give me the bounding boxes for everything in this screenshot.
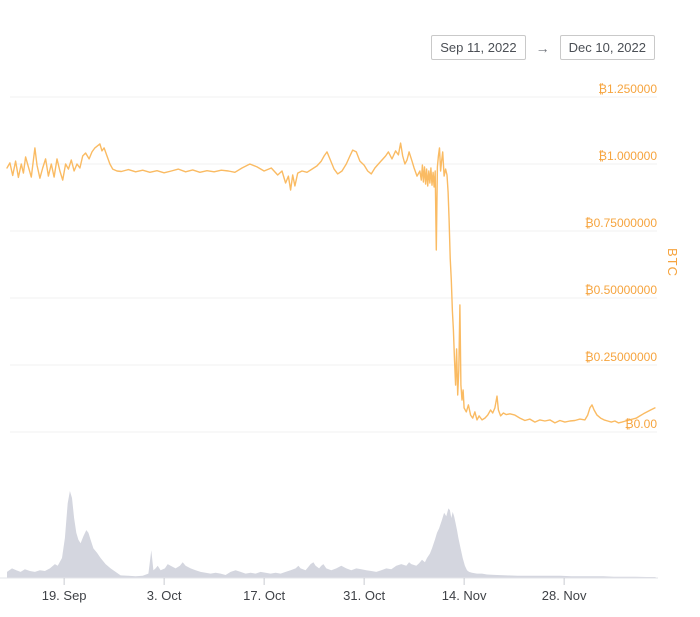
y-axis-tick-label: ₿0.25000000 — [584, 350, 657, 364]
end-date-input[interactable]: Dec 10, 2022 — [559, 35, 655, 60]
arrow-right-icon: → — [535, 39, 550, 56]
gridlines — [10, 96, 657, 433]
y-axis-tick-label: ₿1.000000 — [598, 149, 657, 163]
x-axis-tick-label: 19. Sep — [41, 588, 87, 603]
x-axis-tick-label: 17. Oct — [243, 588, 286, 603]
start-date-input[interactable]: Sep 11, 2022 — [431, 35, 526, 60]
y-axis-tick-label: ₿0.00 — [624, 417, 657, 431]
price-line — [6, 142, 656, 424]
x-axis-ticks — [63, 578, 565, 585]
date-range-picker: Sep 11, 2022 → Dec 10, 2022 — [431, 35, 655, 60]
y-axis-tick-label: ₿1.250000 — [598, 82, 657, 96]
volume-area — [7, 491, 656, 578]
x-axis-tick-label: 3. Oct — [146, 588, 182, 603]
x-axis-tick-label: 14. Nov — [441, 588, 487, 603]
y-axis-tick-label: ₿0.50000000 — [584, 283, 657, 297]
x-axis-tick-label: 28. Nov — [541, 588, 587, 603]
y-axis-title: BTC — [665, 248, 680, 277]
x-axis-tick-label: 31. Oct — [343, 588, 386, 603]
y-axis-tick-label: ₿0.75000000 — [584, 216, 657, 230]
